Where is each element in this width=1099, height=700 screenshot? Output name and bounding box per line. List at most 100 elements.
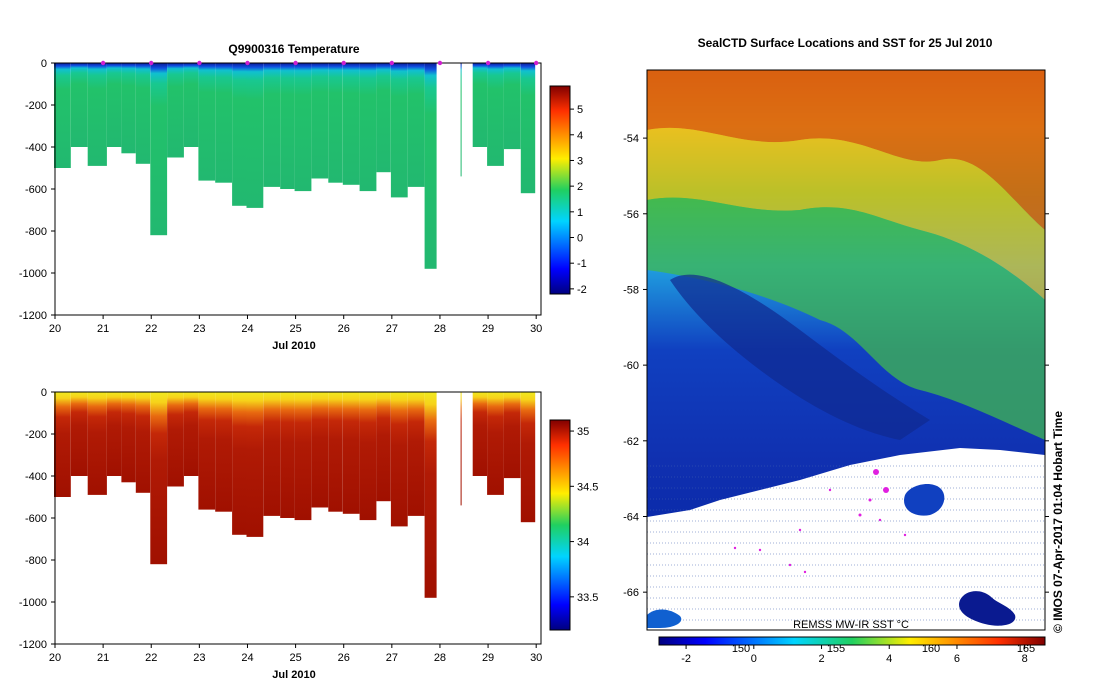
- profile-column: [87, 63, 107, 166]
- x-tick-label: 28: [434, 323, 446, 335]
- profile-column: [150, 63, 168, 236]
- profile-column: [184, 63, 199, 147]
- map-y-ticks: -54 -56 -58 -60 -62 -64 -66: [623, 133, 1049, 599]
- profile-column: [121, 63, 136, 154]
- map-colorbar-secondary-label: 155: [827, 643, 845, 655]
- profile-column: [70, 392, 88, 476]
- seal-location-point: [873, 469, 879, 475]
- colorbar-tick-label: 34.5: [577, 481, 598, 493]
- profile-marker: [341, 60, 346, 66]
- profile-column: [70, 63, 88, 147]
- sea-ice-region: [647, 448, 1045, 630]
- profile-column: [359, 392, 377, 521]
- colorbar-tick-label: 35: [577, 426, 589, 438]
- colorbar-tick-label: -1: [577, 258, 587, 270]
- map-lat-tick-label: -62: [623, 436, 639, 448]
- profile-column: [376, 63, 391, 173]
- temperature-panel: Q9900316 Temperature 0 -200 -400 -600 -800 -1…: [19, 42, 587, 352]
- temperature-colorbar: [549, 85, 571, 295]
- profile-column: [460, 392, 462, 506]
- profile-marker: [245, 60, 250, 66]
- profile-column: [328, 392, 343, 512]
- y-tick-label: -1200: [19, 639, 47, 651]
- y-tick-label: -200: [25, 100, 47, 112]
- profile-marker: [437, 60, 443, 66]
- map-colorbar-ticks: -2 0 2 4 6 8 150 155 160 165: [681, 643, 1035, 665]
- profile-column: [87, 392, 107, 495]
- x-tick-label: 28: [434, 652, 446, 664]
- profile-column: [167, 63, 184, 158]
- salinity-xlabel: Jul 2010: [272, 669, 315, 681]
- profile-column: [487, 392, 504, 495]
- salinity-colorbar: [549, 419, 571, 631]
- seal-location-point: [883, 487, 889, 493]
- coastal-patch-west: [647, 609, 682, 628]
- profile-column: [54, 392, 71, 497]
- map-colorbar-tick-label: 0: [751, 653, 757, 665]
- profile-marker: [389, 60, 394, 66]
- profile-marker: [100, 60, 106, 66]
- x-tick-label: 22: [145, 323, 157, 335]
- map-lat-tick-label: -60: [623, 360, 639, 372]
- profile-column: [424, 63, 437, 269]
- profile-column: [280, 392, 295, 518]
- map-lat-tick-label: -58: [623, 284, 639, 296]
- map-colorbar-label: REMSS MW-IR SST °C: [793, 619, 909, 631]
- profile-marker: [197, 60, 202, 66]
- profile-marker: [293, 60, 298, 66]
- profile-column: [311, 392, 329, 508]
- imos-watermark: © IMOS 07-Apr-2017 01:04 Hobart Time: [1051, 411, 1065, 633]
- colorbar-tick-label: 3: [577, 155, 583, 167]
- y-tick-label: 0: [41, 387, 47, 399]
- map-lat-tick-label: -64: [623, 511, 639, 523]
- map-colorbar-secondary-label: 165: [1017, 643, 1035, 655]
- y-tick-label: -400: [25, 142, 47, 154]
- warm-water-north: [647, 70, 1045, 230]
- seal-location-point: [758, 548, 762, 552]
- seal-location-point: [868, 498, 872, 502]
- x-tick-label: 29: [482, 323, 494, 335]
- seal-track-points: [733, 469, 907, 574]
- temperature-xlabel: Jul 2010: [272, 340, 315, 352]
- x-tick-label: 23: [193, 323, 205, 335]
- profile-column: [294, 392, 312, 521]
- profile-column: [342, 392, 360, 514]
- profile-column: [342, 63, 360, 185]
- profile-column: [215, 63, 232, 183]
- x-tick-label: 30: [530, 323, 542, 335]
- y-tick-label: -400: [25, 471, 47, 483]
- profile-column: [121, 392, 136, 483]
- y-tick-label: 0: [41, 58, 47, 70]
- profile-column: [54, 63, 71, 168]
- map-colorbar-secondary-label: 160: [922, 643, 940, 655]
- profile-column: [503, 392, 521, 479]
- seal-location-point: [803, 570, 807, 574]
- seal-location-point: [858, 513, 862, 517]
- profile-column: [520, 392, 536, 523]
- profile-column: [198, 392, 216, 510]
- colorbar-tick-label: 4: [577, 130, 583, 142]
- colorbar-tick-label: 5: [577, 104, 583, 116]
- profile-column: [520, 63, 536, 194]
- temperature-x-ticks: 20 21 22 23 24 25 26 27 28 29 30: [49, 315, 542, 335]
- colorbar-tick-label: 0: [577, 233, 583, 245]
- profile-column: [263, 63, 281, 187]
- x-tick-label: 24: [241, 323, 253, 335]
- colorbar-tick-label: -2: [577, 284, 587, 296]
- profile-column: [390, 63, 408, 198]
- coastal-patch-east: [959, 591, 1016, 626]
- seal-location-point: [828, 488, 832, 492]
- profile-column: [390, 392, 408, 527]
- colorbar-tick-label: 2: [577, 181, 583, 193]
- map-lat-tick-label: -66: [623, 587, 639, 599]
- map-colorbar-tick-label: 2: [818, 653, 824, 665]
- y-tick-label: -200: [25, 429, 47, 441]
- salinity-panel: 0 -200 -400 -600 -800 -1000 -1200 20 21 22 23 24 25…: [19, 387, 599, 681]
- temperature-colorbar-ticks: -2 -1 0 1 2 3 4 5: [570, 104, 587, 296]
- y-tick-label: -1000: [19, 597, 47, 609]
- x-tick-label: 29: [482, 652, 494, 664]
- y-tick-label: -800: [25, 555, 47, 567]
- x-tick-label: 22: [145, 652, 157, 664]
- sst-map-panel: SealCTD Surface Locations and SST for 25…: [623, 36, 1065, 665]
- profile-column: [472, 63, 488, 147]
